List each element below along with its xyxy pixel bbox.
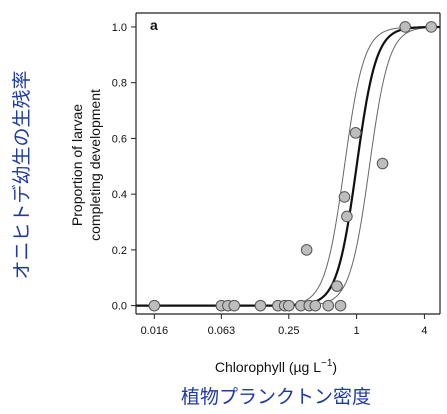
data-point [338,191,351,203]
data-point [376,157,389,170]
data-point [399,21,411,33]
data-points [148,21,438,312]
fit-lines [136,25,441,307]
y-tick-label: 1.0 [112,22,127,34]
data-point [341,210,353,223]
y-japanese-annotation: オニヒトデ幼生の生残率 [11,70,33,279]
x-tick-label: 0.016 [141,325,169,337]
y-tick-label: 0.0 [112,301,127,313]
x-japanese-label: 植物プランクトン密度 [181,386,371,408]
y-axis-label-line-1: Proportion of larvae [69,104,85,226]
ci-upper-curve [136,26,440,307]
data-point [254,299,267,312]
data-point [300,244,313,256]
x-axis-label: Chlorophyll (µg L−1) [215,358,337,375]
y-axis-label-line-2: completing development [87,89,103,241]
y-tick-label: 0.4 [112,189,127,201]
x-axis-label-sup: −1 [321,358,333,369]
data-point [425,21,438,33]
x-tick-label: 1 [354,325,360,337]
ci-lower-curve [136,26,441,307]
y-tick-label: 0.8 [112,78,127,90]
data-point [282,299,295,312]
data-point [322,299,335,312]
fit-curve [136,25,441,307]
y-tick-label: 0.2 [112,245,127,257]
axes: 0.0 0.2 0.4 0.6 0.8 1.0 0.016 0.063 0.25 1 4 [112,12,441,337]
x-axis-label-main: Chlorophyll (µg L [215,359,321,375]
x-tick-label: 0.25 [278,325,299,337]
x-tick-label: 0.063 [208,325,236,337]
data-point [334,299,347,312]
data-point [331,280,343,292]
x-axis-label-close: ) [332,359,337,375]
x-tick-label: 4 [421,325,427,337]
data-point [148,299,161,312]
data-point [228,299,241,312]
panel-letter: a [150,17,158,33]
y-tick-label: 0.6 [112,133,127,145]
y-japanese-label: オニヒトデ幼生の生残率 [11,70,33,279]
data-point [309,299,322,312]
y-axis-label: Proportion of larvae completing developm… [69,89,103,241]
data-point [349,127,362,139]
